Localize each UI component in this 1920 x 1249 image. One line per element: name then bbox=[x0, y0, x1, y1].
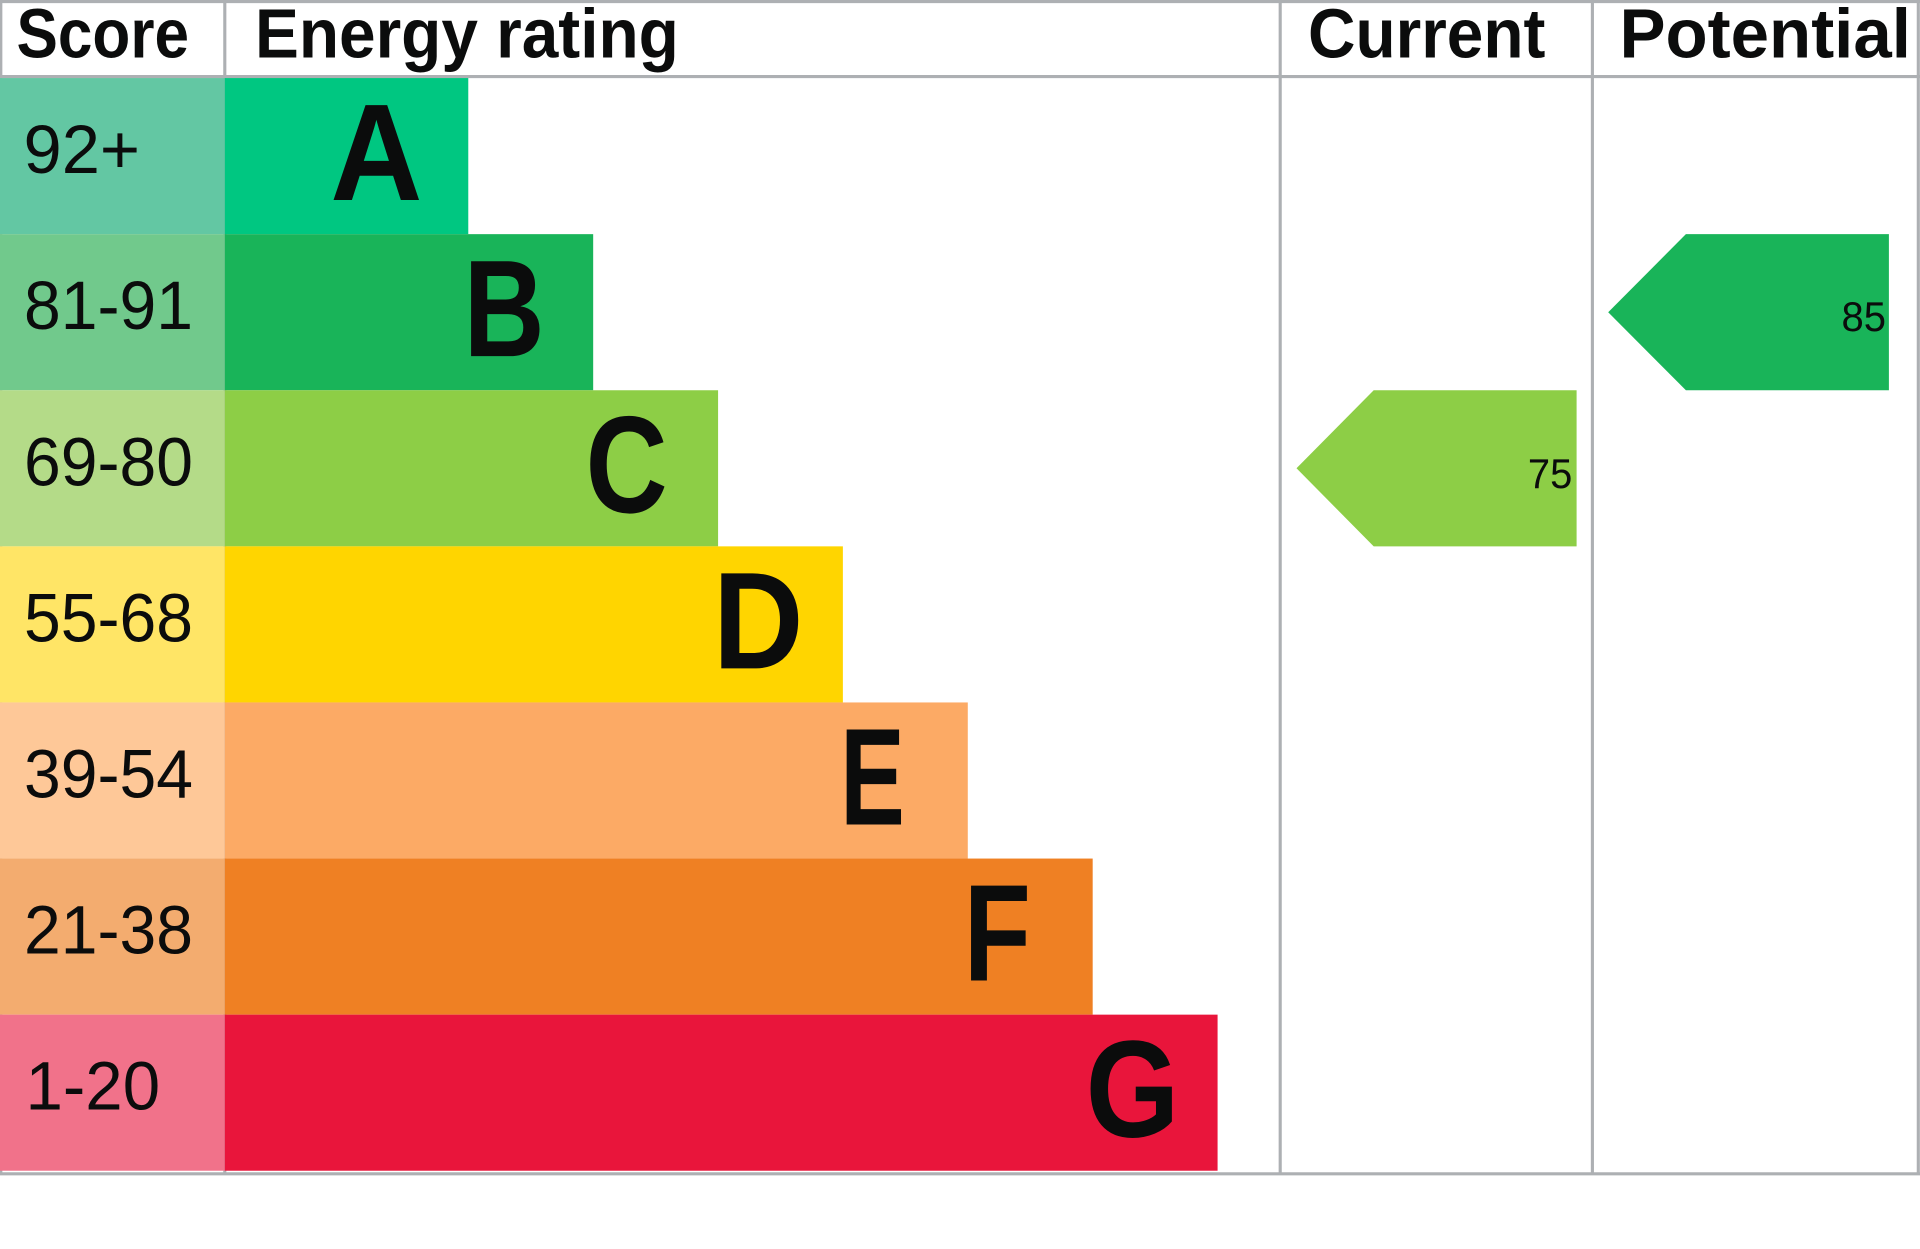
svg-text:85: 85 bbox=[1842, 293, 1887, 340]
svg-text:B: B bbox=[464, 232, 545, 386]
svg-text:C: C bbox=[586, 388, 668, 542]
svg-text:E: E bbox=[840, 700, 905, 854]
svg-text:Potential: Potential bbox=[1620, 0, 1911, 73]
svg-text:39-54: 39-54 bbox=[24, 735, 193, 812]
svg-text:81-91: 81-91 bbox=[24, 267, 193, 344]
svg-text:21-38: 21-38 bbox=[24, 892, 193, 969]
svg-text:92+: 92+ bbox=[24, 111, 141, 188]
svg-text:D: D bbox=[713, 544, 804, 698]
svg-text:Score: Score bbox=[17, 0, 190, 73]
svg-text:Current: Current bbox=[1308, 0, 1545, 73]
svg-text:Energy rating: Energy rating bbox=[255, 0, 679, 73]
svg-text:F: F bbox=[964, 857, 1031, 1011]
svg-text:A: A bbox=[330, 76, 422, 230]
svg-text:1-20: 1-20 bbox=[26, 1048, 161, 1125]
svg-text:55-68: 55-68 bbox=[24, 579, 193, 656]
svg-text:G: G bbox=[1086, 1013, 1180, 1167]
svg-text:69-80: 69-80 bbox=[24, 423, 193, 500]
svg-text:75: 75 bbox=[1528, 450, 1572, 497]
